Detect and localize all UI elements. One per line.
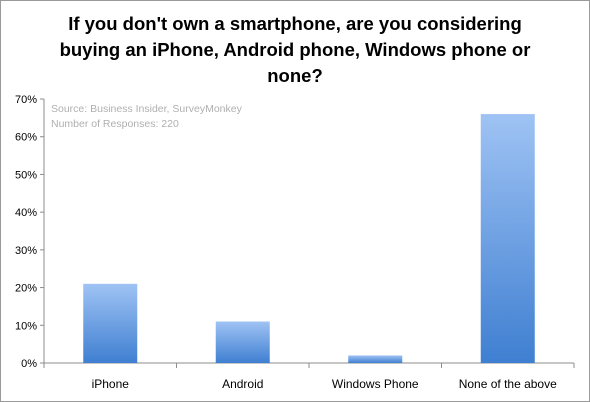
x-tick-label: Android: [222, 377, 263, 391]
y-tick-label: 0%: [21, 358, 37, 370]
y-tick-label: 10%: [15, 320, 37, 332]
chart-title-line-1: If you don't own a smartphone, are you c…: [68, 13, 522, 34]
chart-title-line-2: buying an iPhone, Android phone, Windows…: [59, 39, 531, 60]
bar: [83, 283, 138, 363]
x-axis: iPhone Android Windows Phone None of the ab…: [43, 362, 575, 391]
source-annotation: Source: Business Insider, SurveyMonkey N…: [51, 103, 243, 130]
y-tick-label: 70%: [15, 94, 37, 106]
x-tick-label: Windows Phone: [332, 377, 419, 391]
y-tick-label: 60%: [15, 132, 37, 144]
bar: [215, 321, 270, 363]
bar: [480, 114, 535, 363]
y-tick-label: 30%: [15, 245, 37, 257]
x-tick-label: None of the above: [459, 377, 557, 391]
y-tick-label: 20%: [15, 283, 37, 295]
chart-title-line-3: none?: [267, 65, 323, 86]
y-tick-label: 40%: [15, 207, 37, 219]
y-tick-label: 50%: [15, 169, 37, 181]
x-tick-label: iPhone: [92, 377, 130, 391]
bar: [348, 355, 403, 363]
annotation-source: Source: Business Insider, SurveyMonkey: [51, 103, 243, 115]
bars: [83, 114, 535, 363]
y-axis: 0% 10% 20% 30% 40% 50% 60% 70%: [15, 94, 45, 370]
chart-title: If you don't own a smartphone, are you c…: [1, 11, 589, 89]
annotation-responses: Number of Responses: 220: [51, 118, 179, 130]
